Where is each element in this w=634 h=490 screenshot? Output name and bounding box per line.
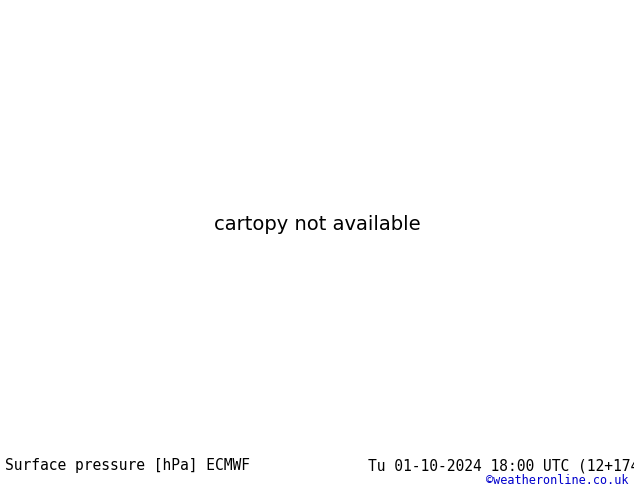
Text: Surface pressure [hPa] ECMWF: Surface pressure [hPa] ECMWF [5, 458, 250, 473]
Text: ©weatheronline.co.uk: ©weatheronline.co.uk [486, 474, 629, 487]
Text: Tu 01-10-2024 18:00 UTC (12+174): Tu 01-10-2024 18:00 UTC (12+174) [368, 458, 634, 473]
Text: cartopy not available: cartopy not available [214, 216, 420, 234]
